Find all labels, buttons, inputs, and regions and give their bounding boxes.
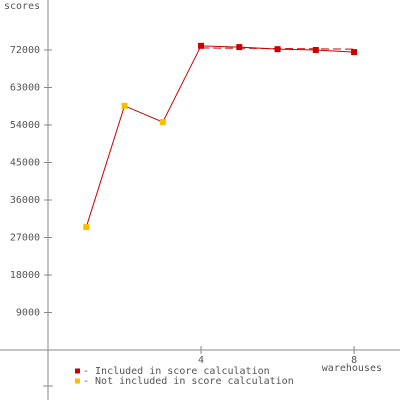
legend-marker	[75, 368, 80, 374]
y-tick-label: 45000	[10, 158, 40, 169]
y-tick-label: 9000	[16, 308, 40, 319]
legend-label: - Included in score calculation	[83, 366, 270, 377]
y-axis-label: scores	[4, 1, 40, 12]
y-tick-label: 27000	[10, 233, 40, 244]
data-point	[83, 224, 90, 231]
x-tick-label: 4	[198, 355, 204, 366]
x-tick-label: 8	[351, 355, 357, 366]
legend-marker	[75, 378, 80, 384]
data-point	[159, 119, 166, 126]
data-point	[198, 42, 205, 49]
data-point	[121, 102, 128, 109]
data-point	[312, 47, 319, 53]
data-point	[236, 44, 243, 51]
x-axis-label: warehouses	[322, 363, 382, 374]
y-tick-label: 18000	[10, 270, 40, 281]
y-tick-label: 63000	[10, 83, 40, 94]
y-tick-label: 72000	[10, 45, 40, 56]
score-curve	[85, 45, 355, 228]
y-tick-label: 54000	[10, 120, 40, 131]
y-tick-label: 36000	[10, 195, 40, 206]
legend-label: - Not included in score calculation	[83, 376, 294, 387]
data-point	[274, 46, 281, 53]
data-point	[351, 49, 358, 56]
